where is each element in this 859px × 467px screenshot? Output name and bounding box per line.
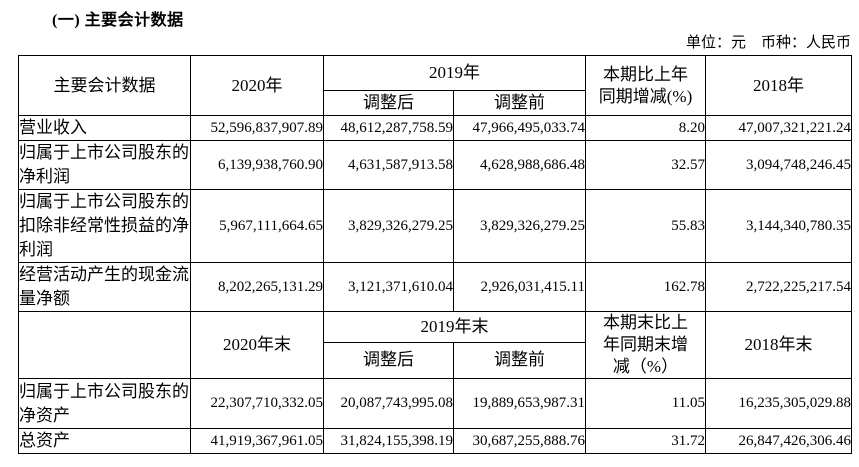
cell-2019-after: 3,829,326,279.25 bbox=[323, 189, 454, 263]
cell-2018: 2,722,225,217.54 bbox=[705, 262, 852, 312]
section-title: (一) 主要会计数据 bbox=[52, 12, 184, 29]
header-row-yearend-sub: 调整后 调整前 bbox=[19, 341, 852, 380]
cell-2019-before: 2,926,031,415.11 bbox=[453, 262, 586, 312]
header-adjusted-after: 调整后 bbox=[323, 341, 454, 380]
header-row-annual-sub: 调整后 调整前 bbox=[19, 90, 852, 116]
header-2019: 2019年 bbox=[323, 55, 586, 91]
cell-2018: 47,007,321,221.24 bbox=[705, 115, 852, 141]
cell-2019-after: 20,087,743,995.08 bbox=[323, 378, 454, 429]
table-row-deducted-net-profit: 归属于上市公司股东的扣除非经常性损益的净利润 5,967,111,664.65 … bbox=[18, 189, 852, 263]
cell-2019-before: 47,966,495,033.74 bbox=[453, 115, 586, 141]
header-2020-end: 2020年末 bbox=[190, 311, 324, 379]
cell-change: 32.57 bbox=[585, 140, 706, 190]
header-adjusted-before: 调整前 bbox=[453, 90, 586, 116]
row-label: 总资产 bbox=[18, 428, 191, 454]
header-adjusted-before: 调整前 bbox=[453, 341, 586, 380]
header-adjusted-after: 调整后 bbox=[323, 90, 454, 116]
cell-change: 11.05 bbox=[585, 378, 706, 429]
header-row-yearend: 2020年末 2019年末 本期末比上年同期末增减（%） 2018年末 bbox=[18, 311, 852, 379]
cell-2020: 6,139,938,760.90 bbox=[190, 140, 324, 190]
cell-change: 31.72 bbox=[585, 428, 706, 454]
header-change-end: 本期末比上年同期末增减（%） bbox=[585, 311, 706, 379]
cell-2020: 22,307,710,332.05 bbox=[190, 378, 324, 429]
header-corner: 主要会计数据 bbox=[18, 55, 191, 116]
cell-2020: 41,919,367,961.05 bbox=[190, 428, 324, 454]
table-row-operating-cash-flow: 经营活动产生的现金流量净额 8,202,265,131.29 3,121,371… bbox=[18, 262, 852, 312]
header-2019-end: 2019年末 bbox=[323, 311, 586, 343]
cell-change: 55.83 bbox=[585, 189, 706, 263]
cell-2018: 3,094,748,246.45 bbox=[705, 140, 852, 190]
cell-2020: 52,596,837,907.89 bbox=[190, 115, 324, 141]
header-2018: 2018年 bbox=[705, 55, 852, 116]
header-row-annual: 主要会计数据 2020年 2019年 本期比上年同期增减(%) 2018年 bbox=[18, 55, 852, 116]
cell-2019-before: 30,687,255,888.76 bbox=[453, 428, 586, 454]
unit-currency-note: 单位：元 币种：人民币 bbox=[685, 35, 851, 51]
row-label: 归属于上市公司股东的净利润 bbox=[18, 140, 191, 190]
cell-2018: 3,144,340,780.35 bbox=[705, 189, 852, 263]
table-row-revenue: 营业收入 52,596,837,907.89 48,612,287,758.59… bbox=[18, 115, 852, 141]
cell-2020: 5,967,111,664.65 bbox=[190, 189, 324, 263]
row-label: 营业收入 bbox=[18, 115, 191, 141]
table-row-net-assets: 归属于上市公司股东的净资产 22,307,710,332.05 20,087,7… bbox=[18, 378, 852, 429]
row-label: 经营活动产生的现金流量净额 bbox=[18, 262, 191, 312]
row-label: 归属于上市公司股东的净资产 bbox=[18, 378, 191, 429]
cell-2019-before: 4,628,988,686.48 bbox=[453, 140, 586, 190]
cell-change: 162.78 bbox=[585, 262, 706, 312]
cell-2018: 16,235,305,029.88 bbox=[705, 378, 852, 429]
cell-2019-after: 31,824,155,398.19 bbox=[323, 428, 454, 454]
key-accounting-data-table: 主要会计数据 2020年 2019年 本期比上年同期增减(%) 2018年 调整… bbox=[18, 55, 852, 454]
cell-2019-before: 3,829,326,279.25 bbox=[453, 189, 586, 263]
cell-2019-after: 48,612,287,758.59 bbox=[323, 115, 454, 141]
header-corner-empty bbox=[18, 311, 191, 379]
cell-change: 8.20 bbox=[585, 115, 706, 141]
table-row-total-assets: 总资产 41,919,367,961.05 31,824,155,398.19 … bbox=[18, 428, 852, 454]
cell-2018: 26,847,426,306.46 bbox=[705, 428, 852, 454]
table-row-net-profit: 归属于上市公司股东的净利润 6,139,938,760.90 4,631,587… bbox=[18, 140, 852, 190]
header-change-text: 本期比上年同期增减(%) bbox=[598, 64, 693, 106]
cell-2019-before: 19,889,653,987.31 bbox=[453, 378, 586, 429]
cell-2019-after: 4,631,587,913.58 bbox=[323, 140, 454, 190]
cell-2020: 8,202,265,131.29 bbox=[190, 262, 324, 312]
header-2018-end: 2018年末 bbox=[705, 311, 852, 379]
row-label: 归属于上市公司股东的扣除非经常性损益的净利润 bbox=[18, 189, 191, 263]
cell-2019-after: 3,121,371,610.04 bbox=[323, 262, 454, 312]
header-change-end-text: 本期末比上年同期末增减（%） bbox=[603, 313, 688, 376]
header-change: 本期比上年同期增减(%) bbox=[585, 55, 706, 116]
header-2020: 2020年 bbox=[190, 55, 324, 116]
